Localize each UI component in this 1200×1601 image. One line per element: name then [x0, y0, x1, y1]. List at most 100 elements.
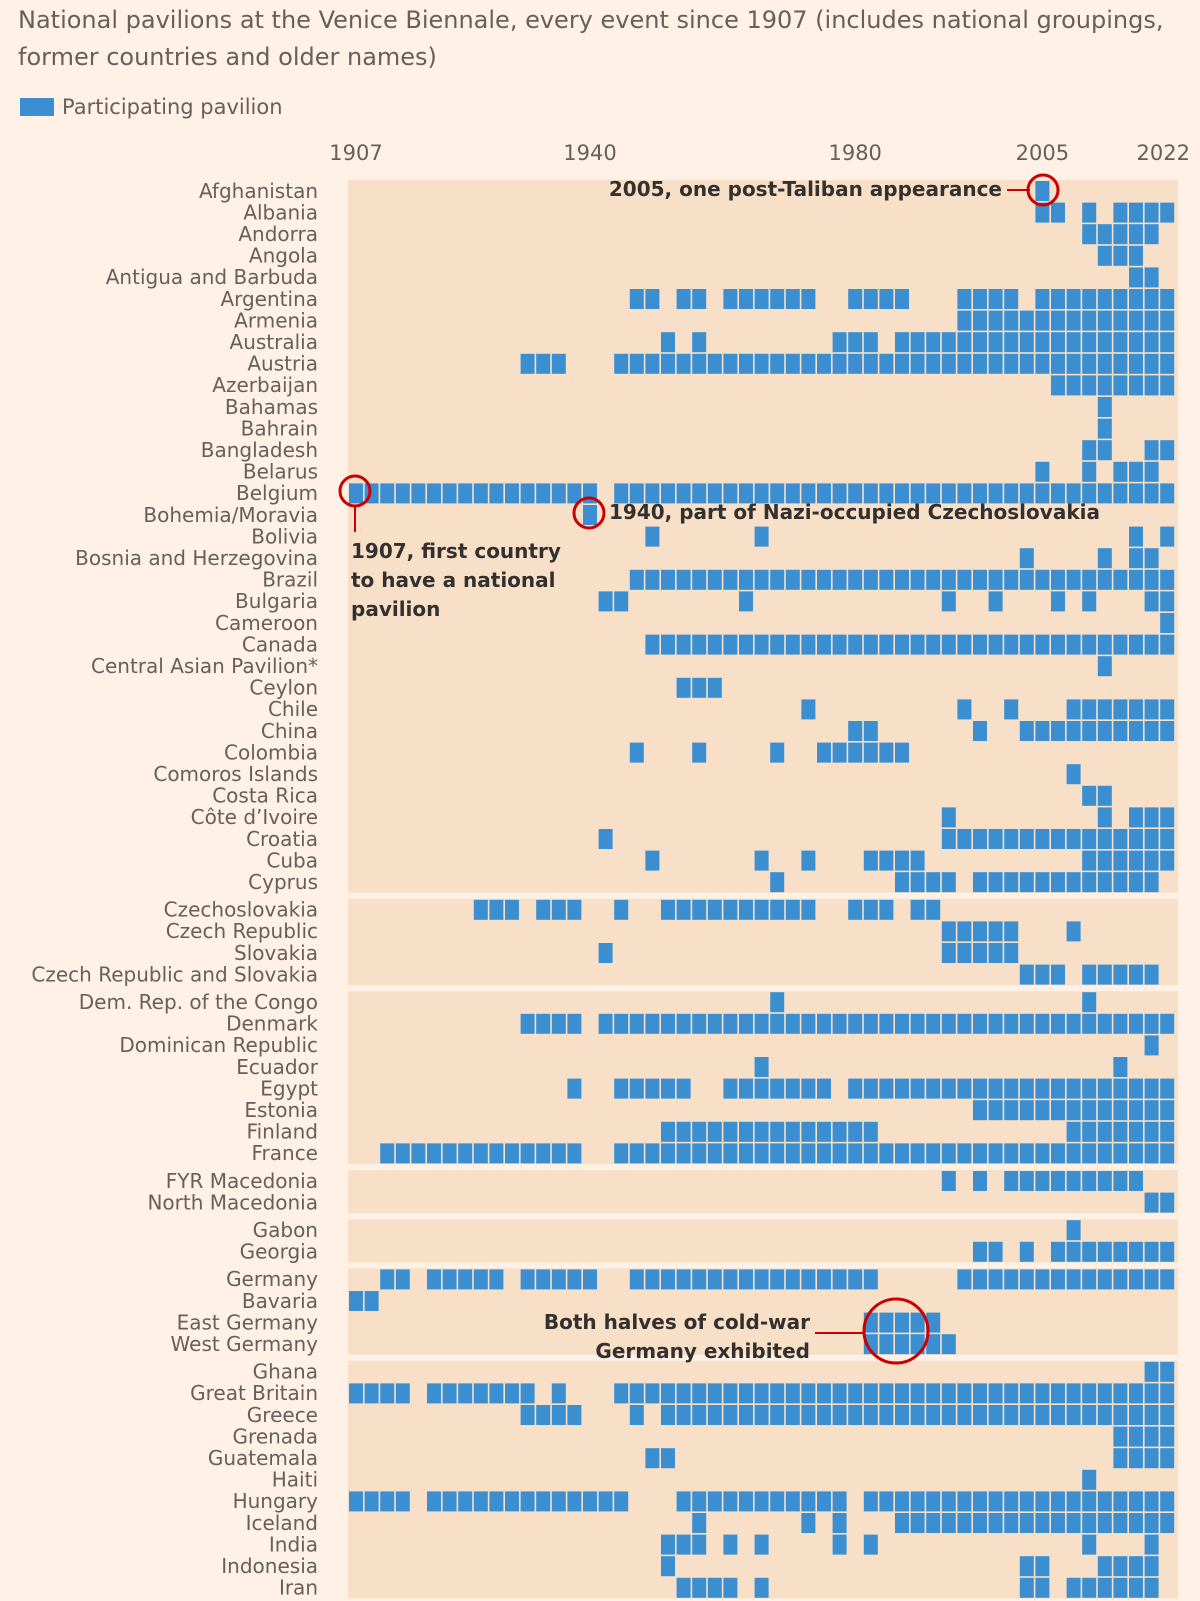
pavilion-cell — [801, 634, 816, 655]
pavilion-cell — [1113, 1577, 1128, 1598]
pavilion-cell — [1144, 353, 1159, 374]
pavilion-cell — [754, 1121, 769, 1142]
pavilion-cell — [1113, 1513, 1128, 1533]
pavilion-cell — [629, 742, 644, 763]
pavilion-cell — [941, 1078, 956, 1099]
pavilion-cell — [770, 1405, 785, 1425]
pavilion-cell — [1144, 634, 1159, 655]
pavilion-cell — [458, 1491, 473, 1512]
pavilion-cell — [676, 1491, 691, 1512]
pavilion-cell — [739, 1013, 753, 1034]
pavilion-cell — [879, 1312, 894, 1333]
row-label-comoros-islands: Comoros Islands — [153, 762, 318, 786]
pavilion-cell — [692, 634, 707, 655]
pavilion-cell — [645, 1013, 660, 1034]
pavilion-cell — [754, 1143, 769, 1164]
pavilion-cell — [395, 1269, 410, 1290]
pavilion-cell — [661, 1121, 675, 1142]
pavilion-cell — [941, 1334, 956, 1355]
pavilion-cell — [754, 1078, 769, 1099]
pavilion-cell — [973, 1513, 987, 1533]
pavilion-cell — [614, 899, 629, 920]
pavilion-cell — [801, 850, 816, 871]
pavilion-cell — [1066, 764, 1081, 785]
pavilion-cell — [848, 483, 863, 504]
pavilion-cell — [1051, 634, 1065, 655]
pavilion-cell — [895, 1013, 909, 1034]
pavilion-cell — [941, 943, 956, 963]
row-label-dominican-republic: Dominican Republic — [119, 1033, 318, 1057]
pavilion-cell — [614, 483, 629, 504]
pavilion-cell — [754, 1577, 769, 1598]
pavilion-cell — [1066, 1220, 1081, 1241]
pavilion-cell — [1082, 634, 1097, 655]
pavilion-cell — [536, 1143, 551, 1164]
pavilion-cell — [941, 1383, 956, 1404]
pavilion-cell — [785, 483, 800, 504]
pavilion-cell — [723, 1534, 738, 1555]
pavilion-cell — [1129, 1269, 1143, 1290]
pavilion-cell — [739, 1078, 753, 1099]
pavilion-cell — [1144, 1192, 1159, 1213]
pavilion-cell — [1051, 721, 1065, 741]
pavilion-cell — [1160, 634, 1175, 655]
pavilion-cell — [785, 1405, 800, 1425]
row-label-france: France — [251, 1141, 318, 1165]
pavilion-cell — [754, 1057, 769, 1077]
pavilion-cell — [1066, 1078, 1081, 1099]
pavilion-cell — [1019, 1013, 1034, 1034]
pavilion-cell — [645, 289, 660, 309]
pavilion-cell — [863, 1491, 878, 1512]
pavilion-cell — [941, 1143, 956, 1164]
row-label-afghanistan: Afghanistan — [199, 179, 318, 203]
pavilion-cell — [941, 1491, 956, 1512]
pavilion-cell — [910, 1312, 925, 1333]
pavilion-cell — [817, 1491, 831, 1512]
pavilion-cell — [785, 1143, 800, 1164]
pavilion-cell — [442, 1269, 457, 1290]
row-label-fyr-macedonia: FYR Macedonia — [166, 1169, 318, 1193]
annotation-belgium-text-2: to have a national — [351, 568, 556, 592]
pavilion-cell — [1144, 807, 1159, 828]
pavilion-cell — [1113, 1100, 1128, 1121]
pavilion-cell — [1144, 267, 1159, 288]
pavilion-cell — [1019, 332, 1034, 353]
pavilion-cell — [629, 1013, 644, 1034]
pavilion-cell — [910, 1078, 925, 1099]
pavilion-cell — [973, 353, 987, 374]
pavilion-cell — [645, 569, 660, 590]
pavilion-cell — [941, 591, 956, 612]
pavilion-cell — [785, 353, 800, 374]
pavilion-cell — [1035, 353, 1050, 374]
pavilion-cell — [863, 289, 878, 309]
pavilion-cell — [848, 569, 863, 590]
pavilion-cell — [661, 483, 675, 504]
pavilion-cell — [1144, 829, 1159, 849]
pavilion-cell — [910, 850, 925, 871]
pavilion-cell — [754, 1534, 769, 1555]
pavilion-cell — [707, 483, 722, 504]
pavilion-cell — [427, 483, 441, 504]
pavilion-cell — [661, 1534, 675, 1555]
pavilion-cell — [676, 569, 691, 590]
pavilion-cell — [1129, 202, 1143, 223]
pavilion-cell — [598, 1491, 613, 1512]
pavilion-cell — [1097, 548, 1112, 569]
pavilion-cell — [817, 483, 831, 504]
pavilion-cell — [551, 1491, 566, 1512]
row-label-bosnia-and-herzegovina: Bosnia and Herzegovina — [75, 546, 318, 570]
pavilion-cell — [1113, 569, 1128, 590]
pavilion-cell — [1082, 721, 1097, 741]
pavilion-cell — [1019, 569, 1034, 590]
pavilion-cell — [723, 1383, 738, 1404]
pavilion-cell — [614, 353, 629, 374]
pavilion-cell — [1144, 548, 1159, 569]
pavilion-cell — [1082, 1241, 1097, 1262]
pavilion-cell — [832, 1013, 847, 1034]
pavilion-cell — [1082, 1469, 1097, 1490]
pavilion-cell — [536, 353, 551, 374]
pavilion-cell — [848, 353, 863, 374]
pavilion-cell — [910, 1513, 925, 1533]
pavilion-cell — [1129, 1013, 1143, 1034]
pavilion-cell — [1144, 1534, 1159, 1555]
